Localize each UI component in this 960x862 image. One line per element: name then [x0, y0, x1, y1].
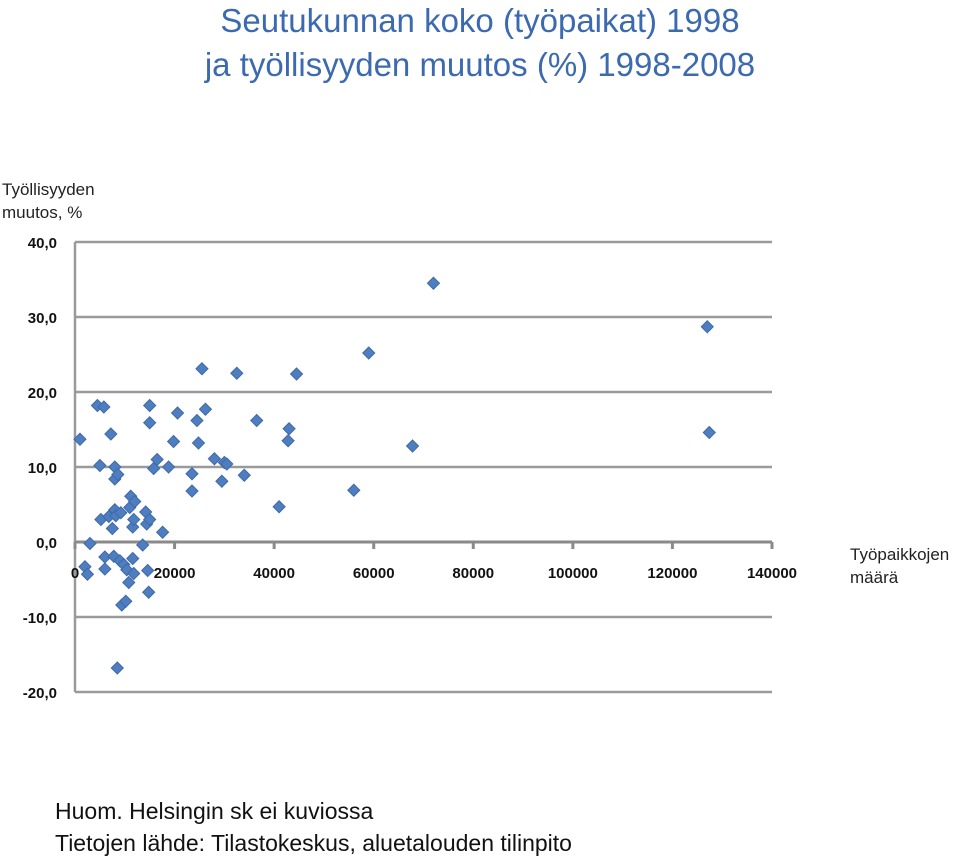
y-tick-label: 0,0 [36, 535, 57, 552]
data-point [289, 367, 304, 381]
data-point [155, 525, 170, 539]
y-tick-label: 20,0 [28, 385, 57, 402]
data-point [136, 538, 150, 552]
x-tick-label: 120000 [647, 565, 697, 582]
y-axis-label: Työllisyyden muutos, % [2, 178, 95, 224]
data-point [700, 320, 714, 334]
data-point [250, 413, 264, 428]
data-point [110, 661, 125, 675]
data-point [142, 512, 157, 527]
data-point [161, 460, 176, 474]
data-point [362, 346, 376, 360]
data-point [83, 536, 97, 551]
data-point [141, 585, 156, 599]
data-point [127, 566, 141, 581]
y-tick-label: -20,0 [23, 685, 57, 702]
y-tick-label: -10,0 [23, 610, 57, 627]
x-tick-label: 60000 [353, 565, 395, 582]
x-axis-label-line-2: määrä [850, 568, 899, 587]
data-point [150, 452, 164, 467]
data-point [191, 436, 206, 450]
data-point [105, 521, 120, 536]
data-point [282, 422, 296, 436]
data-point [185, 467, 199, 481]
data-point [142, 416, 157, 430]
data-point [140, 563, 155, 578]
x-tick-label: 40000 [253, 565, 295, 582]
data-point [237, 468, 251, 482]
data-point [230, 366, 244, 380]
data-point [128, 494, 142, 509]
data-point [142, 398, 157, 413]
x-tick-label: 100000 [548, 565, 598, 582]
data-point [127, 512, 141, 527]
data-point [215, 474, 229, 488]
data-point [119, 594, 133, 608]
source-note: Tietojen lähde: Tilastokeskus, aluetalou… [55, 830, 572, 856]
data-point [426, 276, 441, 290]
data-point [185, 484, 199, 498]
y-axis-label-line-2: muutos, % [2, 203, 83, 222]
x-axis-label-line-1: Työpaikkojen [850, 545, 950, 564]
y-tick-label: 30,0 [28, 310, 57, 327]
chart-subtitle: ja työllisyyden muutos (%) 1998-2008 [204, 46, 756, 83]
data-point [126, 551, 140, 566]
x-tick-label: 80000 [452, 565, 494, 582]
y-axis-label-line-1: Työllisyyden [2, 180, 95, 199]
data-point [98, 562, 112, 576]
data-point [405, 439, 420, 453]
y-tick-label: 40,0 [28, 235, 57, 252]
data-point [207, 452, 222, 466]
data-point [93, 458, 107, 473]
data-point [347, 483, 361, 497]
data-point [281, 434, 295, 448]
chart-title: Seutukunnan koko (työpaikat) 1998 [220, 2, 740, 39]
data-point [702, 425, 716, 440]
x-tick-label: 20000 [154, 565, 196, 582]
footnote: Huom. Helsingin sk ei kuviossa [55, 798, 374, 824]
data-point [97, 400, 111, 414]
data-point [190, 413, 204, 428]
data-point [170, 406, 185, 420]
data-point [114, 506, 128, 520]
data-point [195, 362, 209, 376]
data-point [122, 575, 136, 590]
x-axis-label: Työpaikkojen määrä [850, 543, 949, 589]
x-tick-label: 0 [71, 565, 79, 582]
data-point [166, 434, 181, 449]
data-point [198, 402, 213, 416]
data-point [73, 432, 87, 446]
y-tick-label: 10,0 [28, 460, 57, 477]
data-point [111, 467, 125, 482]
data-point [220, 457, 234, 471]
data-point [104, 427, 118, 441]
scatter-plot: 40,0 30,0 20,0 10,0 0,0 -10,0 -20,0 0 20000 40000… [23, 235, 797, 702]
data-point [80, 567, 95, 581]
data-point [272, 500, 286, 514]
x-tick-label: 140000 [747, 565, 797, 582]
